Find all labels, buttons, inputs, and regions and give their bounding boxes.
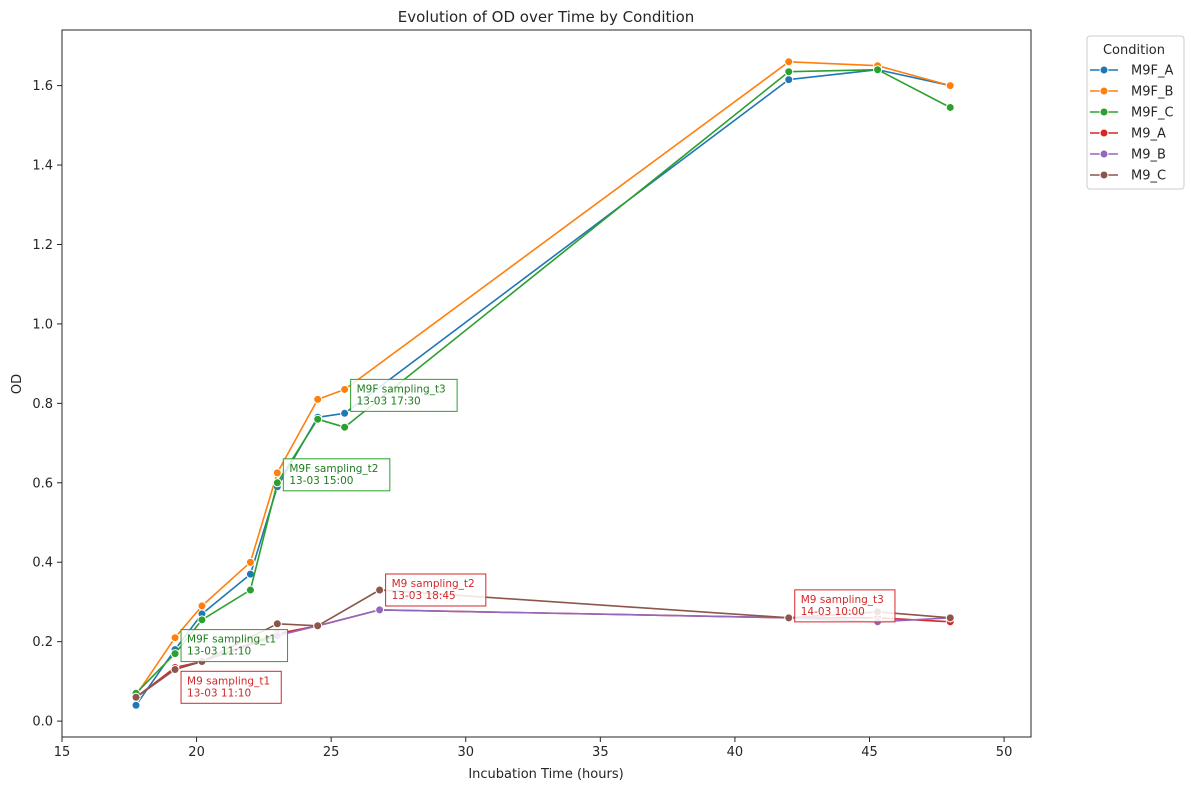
data-point <box>272 478 282 488</box>
data-point <box>197 601 207 611</box>
data-point <box>245 557 255 567</box>
data-point <box>170 664 180 674</box>
annotation-label: M9F sampling_t2 <box>289 463 378 475</box>
annotation-time: 13-03 11:10 <box>187 646 251 658</box>
x-tick-label: 50 <box>996 745 1013 760</box>
annotation-time: 13-03 18:45 <box>392 590 456 602</box>
data-point <box>784 613 794 623</box>
legend-swatch-marker <box>1099 65 1109 75</box>
y-tick-label: 0.0 <box>32 715 53 730</box>
series-line-m9f-b <box>135 60 951 696</box>
y-tick-label: 1.4 <box>32 159 53 174</box>
data-point <box>197 615 207 625</box>
data-point <box>784 75 794 85</box>
plot-area: 15 20 25 30 35 40 45 50 0.0 0.2 0.4 0.6 0.8 1.0 1.2 1.4… <box>32 29 1032 760</box>
legend-swatch-marker <box>1099 128 1109 138</box>
x-tick-label: 45 <box>861 745 878 760</box>
x-axis-label: Incubation Time (hours) <box>468 767 623 782</box>
data-point <box>945 613 955 623</box>
annotation-label: M9F sampling_t3 <box>357 383 446 395</box>
annotation-box <box>180 629 289 663</box>
annotation-label: M9 sampling_t1 <box>187 675 270 687</box>
legend-entry: M9_A <box>1131 127 1166 142</box>
legend-entry: M9_C <box>1131 169 1166 184</box>
annotation-box <box>794 589 896 623</box>
data-point <box>784 67 794 77</box>
legend-swatch-marker <box>1099 170 1109 180</box>
y-tick-label: 0.4 <box>32 556 53 571</box>
annotation-time: 13-03 11:10 <box>187 687 251 699</box>
x-tick-label: 15 <box>54 745 71 760</box>
legend-items: M9F_A M9F_B M9F_C M9_A M9_B M9_C <box>1090 64 1174 184</box>
annotation-box <box>350 378 458 412</box>
legend-entry: M9F_C <box>1131 106 1174 121</box>
data-point <box>340 422 350 432</box>
data-point <box>131 692 141 702</box>
y-axis-label: OD <box>10 374 25 394</box>
x-tick-label: 25 <box>323 745 340 760</box>
legend-swatch-marker <box>1099 107 1109 117</box>
annotation-label: M9 sampling_t3 <box>801 594 884 606</box>
data-point <box>375 585 385 595</box>
y-tick-label: 0.6 <box>32 476 53 491</box>
legend-swatch-marker <box>1099 149 1109 159</box>
legend-swatch-marker <box>1099 86 1109 96</box>
x-tick-label: 35 <box>592 745 609 760</box>
data-point <box>340 408 350 418</box>
y-tick-label: 1.6 <box>32 79 53 94</box>
legend-entry: M9F_B <box>1131 85 1173 100</box>
annotation-label: M9F sampling_t1 <box>187 634 276 646</box>
annotation-label: M9 sampling_t2 <box>392 578 475 590</box>
axes-frame <box>61 29 1032 738</box>
data-point <box>873 65 883 75</box>
data-point <box>131 700 141 710</box>
chart-title: Evolution of OD over Time by Condition <box>398 8 695 26</box>
y-tick-label: 1.2 <box>32 238 53 253</box>
data-point <box>340 384 350 394</box>
data-point <box>245 585 255 595</box>
legend-title: Condition <box>1103 43 1165 58</box>
y-tick-label: 0.8 <box>32 397 53 412</box>
y-tick-label: 1.0 <box>32 317 53 332</box>
legend: Condition M9F_A M9F_B M9F_C M9_A M9_B M9_C <box>1086 35 1185 190</box>
data-point <box>272 619 282 629</box>
data-point <box>170 649 180 659</box>
data-point <box>313 621 323 631</box>
legend-entry: M9_B <box>1131 148 1166 163</box>
annotation-box <box>282 458 391 492</box>
legend-frame <box>1086 35 1185 190</box>
data-point <box>272 468 282 478</box>
data-point <box>945 102 955 112</box>
x-tick-label: 20 <box>188 745 205 760</box>
data-point <box>313 394 323 404</box>
data-point <box>945 81 955 91</box>
legend-entry: M9F_A <box>1131 64 1173 79</box>
x-tick-label: 30 <box>457 745 474 760</box>
data-point <box>375 605 385 615</box>
annotation-time: 13-03 15:00 <box>289 475 353 487</box>
annotation-box <box>180 670 282 704</box>
x-tick-label: 40 <box>727 745 744 760</box>
data-point <box>170 633 180 643</box>
data-point <box>784 57 794 67</box>
data-point <box>313 414 323 424</box>
annotation-time: 14-03 10:00 <box>801 606 865 618</box>
annotation-time: 13-03 17:30 <box>357 395 421 407</box>
annotation-box <box>385 573 487 607</box>
y-tick-label: 0.2 <box>32 635 53 650</box>
